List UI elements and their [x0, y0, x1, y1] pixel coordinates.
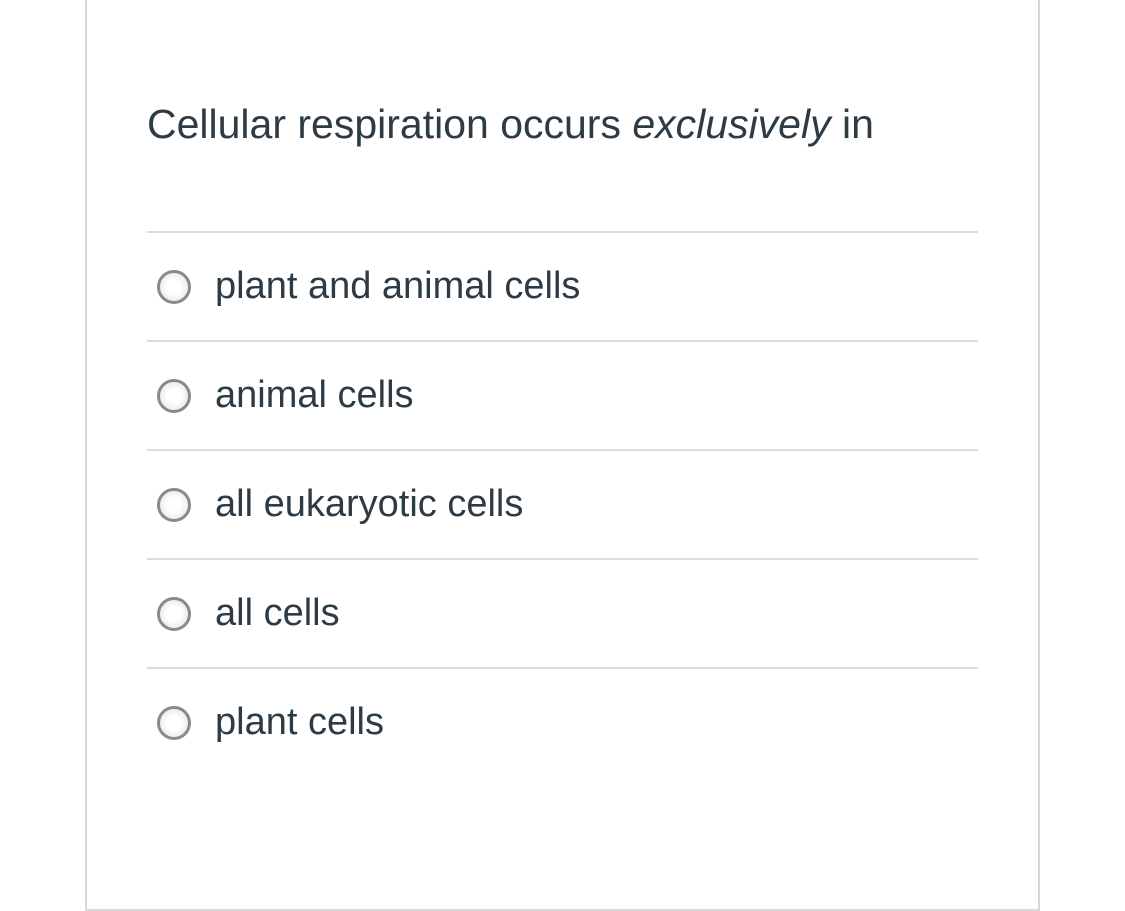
option-label[interactable]: plant and animal cells: [215, 265, 580, 308]
radio-button-option-1[interactable]: [157, 270, 191, 304]
option-row[interactable]: all eukaryotic cells: [147, 449, 978, 558]
option-row[interactable]: plant and animal cells: [147, 231, 978, 340]
option-label[interactable]: all eukaryotic cells: [215, 483, 523, 526]
radio-button-option-2[interactable]: [157, 379, 191, 413]
question-card: Cellular respiration occurs exclusively …: [85, 0, 1040, 911]
radio-button-option-5[interactable]: [157, 706, 191, 740]
option-label[interactable]: all cells: [215, 592, 340, 635]
option-row[interactable]: animal cells: [147, 340, 978, 449]
radio-button-option-4[interactable]: [157, 597, 191, 631]
radio-button-option-3[interactable]: [157, 488, 191, 522]
question-text: Cellular respiration occurs exclusively …: [147, 0, 978, 231]
option-label[interactable]: plant cells: [215, 701, 384, 744]
question-text-after: in: [831, 101, 874, 147]
option-label[interactable]: animal cells: [215, 374, 414, 417]
options-container: plant and animal cells animal cells all …: [147, 231, 978, 776]
option-row[interactable]: plant cells: [147, 667, 978, 776]
question-text-italic: exclusively: [632, 101, 830, 147]
question-text-before: Cellular respiration occurs: [147, 101, 632, 147]
option-row[interactable]: all cells: [147, 558, 978, 667]
